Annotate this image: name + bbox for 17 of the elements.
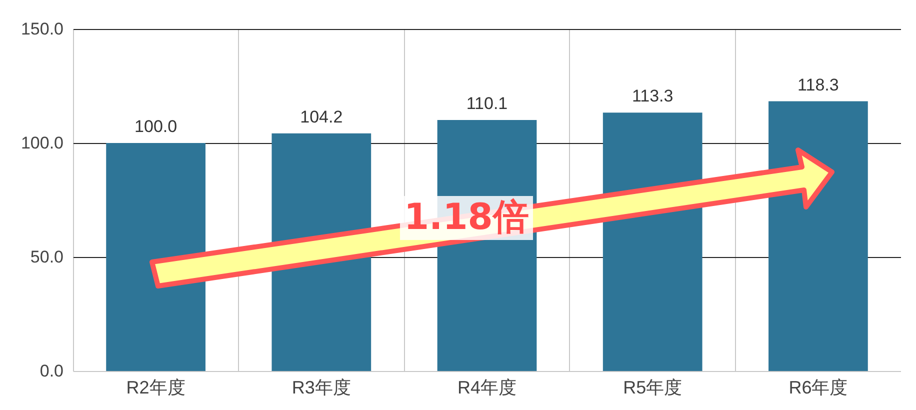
bar	[106, 143, 206, 371]
bar	[768, 101, 868, 371]
x-tick-label: R4年度	[457, 378, 517, 398]
x-tick-label: R5年度	[623, 378, 682, 398]
y-tick-label: 100.0	[20, 134, 64, 152]
data-label: 104.2	[300, 107, 343, 126]
annotation: 1.18倍	[400, 196, 533, 240]
data-label: 100.0	[134, 117, 178, 136]
data-label: 118.3	[798, 75, 839, 94]
data-label: 110.1	[466, 94, 508, 113]
y-tick-label: 150.0	[20, 20, 64, 38]
y-tick-label: 50.0	[30, 248, 64, 266]
x-tick-label: R2年度	[126, 378, 186, 398]
data-label: 113.3	[632, 86, 674, 106]
y-tick-label: 0.0	[40, 362, 64, 380]
x-tick-label: R3年度	[292, 378, 351, 398]
x-tick-label: R6年度	[788, 378, 848, 398]
